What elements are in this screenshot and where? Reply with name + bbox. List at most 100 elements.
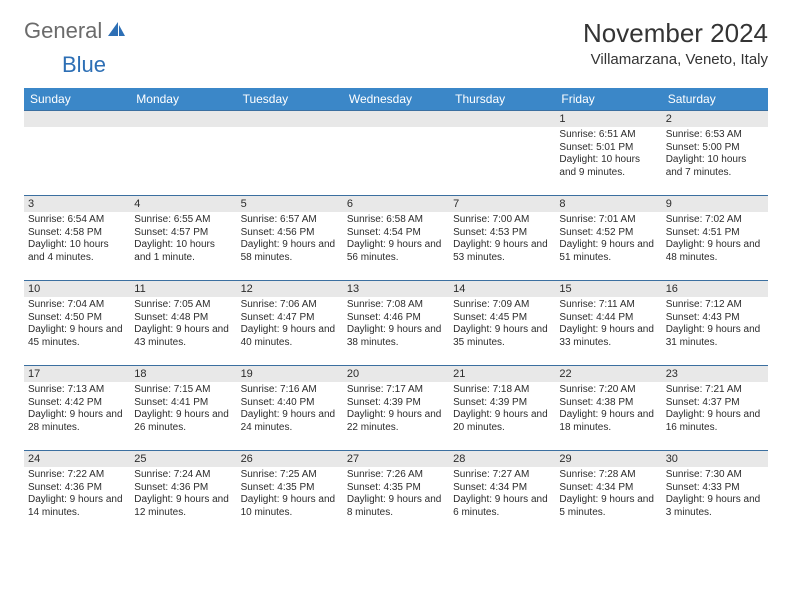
day-cell: 17Sunrise: 7:13 AMSunset: 4:42 PMDayligh…: [24, 366, 130, 450]
day-cell: 26Sunrise: 7:25 AMSunset: 4:35 PMDayligh…: [237, 451, 343, 535]
daylight: Daylight: 9 hours and 43 minutes.: [134, 324, 232, 349]
day-cell: 30Sunrise: 7:30 AMSunset: 4:33 PMDayligh…: [662, 451, 768, 535]
day-cell: 21Sunrise: 7:18 AMSunset: 4:39 PMDayligh…: [449, 366, 555, 450]
sunset: Sunset: 4:41 PM: [134, 397, 232, 410]
sunset: Sunset: 4:34 PM: [453, 482, 551, 495]
sunset: Sunset: 4:36 PM: [134, 482, 232, 495]
day-body: Sunrise: 7:01 AMSunset: 4:52 PMDaylight:…: [555, 212, 661, 268]
daylight: Daylight: 9 hours and 5 minutes.: [559, 494, 657, 519]
day-number: 15: [555, 281, 661, 297]
daylight: Daylight: 9 hours and 28 minutes.: [28, 409, 126, 434]
week-row: 17Sunrise: 7:13 AMSunset: 4:42 PMDayligh…: [24, 365, 768, 450]
daylight: Daylight: 9 hours and 58 minutes.: [241, 239, 339, 264]
sunrise: Sunrise: 7:02 AM: [666, 214, 764, 227]
sunset: Sunset: 4:51 PM: [666, 227, 764, 240]
sunset: Sunset: 4:48 PM: [134, 312, 232, 325]
day-body: Sunrise: 7:00 AMSunset: 4:53 PMDaylight:…: [449, 212, 555, 268]
sunset: Sunset: 4:50 PM: [28, 312, 126, 325]
week-row: 1Sunrise: 6:51 AMSunset: 5:01 PMDaylight…: [24, 110, 768, 195]
day-number: 1: [555, 111, 661, 127]
sunset: Sunset: 4:39 PM: [347, 397, 445, 410]
week-row: 24Sunrise: 7:22 AMSunset: 4:36 PMDayligh…: [24, 450, 768, 535]
weekday-thu: Thursday: [449, 88, 555, 110]
week-row: 3Sunrise: 6:54 AMSunset: 4:58 PMDaylight…: [24, 195, 768, 280]
daylight: Daylight: 9 hours and 18 minutes.: [559, 409, 657, 434]
day-number: 28: [449, 451, 555, 467]
day-cell: 4Sunrise: 6:55 AMSunset: 4:57 PMDaylight…: [130, 196, 236, 280]
sunset: Sunset: 5:01 PM: [559, 142, 657, 155]
daylight: Daylight: 10 hours and 1 minute.: [134, 239, 232, 264]
daylight: Daylight: 9 hours and 45 minutes.: [28, 324, 126, 349]
sunset: Sunset: 4:38 PM: [559, 397, 657, 410]
day-number: 17: [24, 366, 130, 382]
daylight: Daylight: 9 hours and 10 minutes.: [241, 494, 339, 519]
day-body: Sunrise: 7:13 AMSunset: 4:42 PMDaylight:…: [24, 382, 130, 438]
day-body: Sunrise: 7:30 AMSunset: 4:33 PMDaylight:…: [662, 467, 768, 523]
sunset: Sunset: 4:47 PM: [241, 312, 339, 325]
sunset: Sunset: 4:43 PM: [666, 312, 764, 325]
daylight: Daylight: 9 hours and 40 minutes.: [241, 324, 339, 349]
daylight: Daylight: 9 hours and 24 minutes.: [241, 409, 339, 434]
daylight: Daylight: 9 hours and 22 minutes.: [347, 409, 445, 434]
day-number: 21: [449, 366, 555, 382]
day-cell: 12Sunrise: 7:06 AMSunset: 4:47 PMDayligh…: [237, 281, 343, 365]
day-number: 3: [24, 196, 130, 212]
day-body: Sunrise: 6:53 AMSunset: 5:00 PMDaylight:…: [662, 127, 768, 183]
day-number: 8: [555, 196, 661, 212]
day-cell: [237, 111, 343, 195]
sunset: Sunset: 4:42 PM: [28, 397, 126, 410]
day-number: 22: [555, 366, 661, 382]
day-cell: [343, 111, 449, 195]
daylight: Daylight: 9 hours and 31 minutes.: [666, 324, 764, 349]
sunrise: Sunrise: 7:05 AM: [134, 299, 232, 312]
day-number: 19: [237, 366, 343, 382]
day-cell: 27Sunrise: 7:26 AMSunset: 4:35 PMDayligh…: [343, 451, 449, 535]
day-cell: 22Sunrise: 7:20 AMSunset: 4:38 PMDayligh…: [555, 366, 661, 450]
sunset: Sunset: 4:56 PM: [241, 227, 339, 240]
weekday-wed: Wednesday: [343, 88, 449, 110]
calendar-grid: 1Sunrise: 6:51 AMSunset: 5:01 PMDaylight…: [24, 110, 768, 535]
day-number: 18: [130, 366, 236, 382]
day-number: 12: [237, 281, 343, 297]
day-body: Sunrise: 7:17 AMSunset: 4:39 PMDaylight:…: [343, 382, 449, 438]
day-number: 10: [24, 281, 130, 297]
sunset: Sunset: 4:39 PM: [453, 397, 551, 410]
day-body: Sunrise: 7:21 AMSunset: 4:37 PMDaylight:…: [662, 382, 768, 438]
daylight: Daylight: 9 hours and 20 minutes.: [453, 409, 551, 434]
day-cell: 23Sunrise: 7:21 AMSunset: 4:37 PMDayligh…: [662, 366, 768, 450]
day-number: 29: [555, 451, 661, 467]
sunrise: Sunrise: 7:13 AM: [28, 384, 126, 397]
day-cell: 24Sunrise: 7:22 AMSunset: 4:36 PMDayligh…: [24, 451, 130, 535]
day-cell: [449, 111, 555, 195]
sunrise: Sunrise: 7:04 AM: [28, 299, 126, 312]
day-body: Sunrise: 7:16 AMSunset: 4:40 PMDaylight:…: [237, 382, 343, 438]
daylight: Daylight: 9 hours and 26 minutes.: [134, 409, 232, 434]
day-number: 13: [343, 281, 449, 297]
day-number: 2: [662, 111, 768, 127]
day-body: Sunrise: 6:54 AMSunset: 4:58 PMDaylight:…: [24, 212, 130, 268]
sunrise: Sunrise: 7:09 AM: [453, 299, 551, 312]
day-number: 24: [24, 451, 130, 467]
day-body: Sunrise: 7:24 AMSunset: 4:36 PMDaylight:…: [130, 467, 236, 523]
weekday-header: Sunday Monday Tuesday Wednesday Thursday…: [24, 88, 768, 110]
daylight: Daylight: 9 hours and 12 minutes.: [134, 494, 232, 519]
sunrise: Sunrise: 7:01 AM: [559, 214, 657, 227]
empty-day: [130, 111, 236, 127]
weekday-sun: Sunday: [24, 88, 130, 110]
day-number: 25: [130, 451, 236, 467]
day-cell: 16Sunrise: 7:12 AMSunset: 4:43 PMDayligh…: [662, 281, 768, 365]
daylight: Daylight: 9 hours and 53 minutes.: [453, 239, 551, 264]
day-cell: 9Sunrise: 7:02 AMSunset: 4:51 PMDaylight…: [662, 196, 768, 280]
sunrise: Sunrise: 7:22 AM: [28, 469, 126, 482]
brand-word1: General: [24, 18, 102, 44]
sunrise: Sunrise: 7:24 AM: [134, 469, 232, 482]
daylight: Daylight: 9 hours and 35 minutes.: [453, 324, 551, 349]
sunrise: Sunrise: 7:11 AM: [559, 299, 657, 312]
day-number: 6: [343, 196, 449, 212]
brand-logo: General: [24, 18, 128, 44]
weekday-mon: Monday: [130, 88, 236, 110]
day-body: Sunrise: 7:04 AMSunset: 4:50 PMDaylight:…: [24, 297, 130, 353]
day-body: Sunrise: 6:58 AMSunset: 4:54 PMDaylight:…: [343, 212, 449, 268]
day-number: 5: [237, 196, 343, 212]
day-number: 4: [130, 196, 236, 212]
